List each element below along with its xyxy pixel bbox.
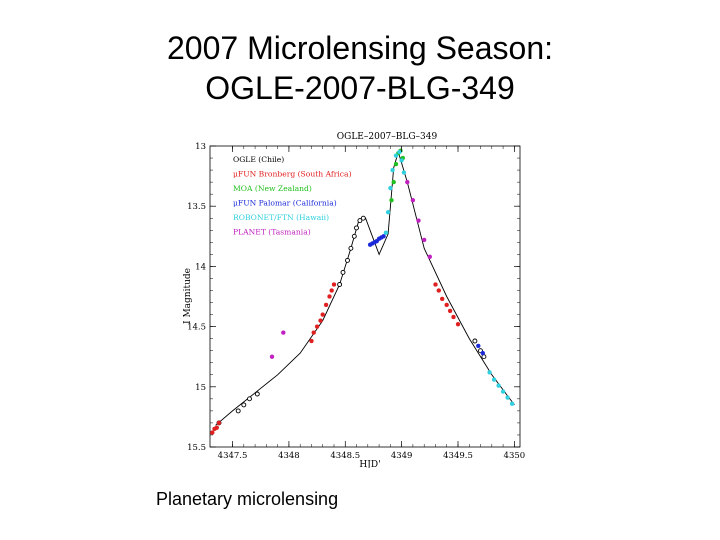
data-point [496,383,501,388]
data-point [405,179,410,185]
data-point [410,197,416,203]
series-ogle-chile- [216,215,487,426]
data-point [476,343,481,349]
x-tick-label: 4350 [504,451,526,461]
data-point [393,153,399,158]
x-tick-label: 4348.5 [330,451,360,461]
data-point [399,158,404,163]
data-point [314,324,320,329]
data-point [337,282,343,287]
legend-entry: ROBONET/FTN (Hawaii) [233,213,329,222]
data-point [451,314,456,320]
data-point [388,185,393,191]
series--fun-palomar-california- [367,234,485,356]
data-point [436,288,441,293]
legend-entry: PLANET (Tasmania) [233,228,311,237]
data-point [389,197,394,203]
data-point [345,257,350,263]
light-curve-chart: 4347.5 4348 4348.5 4349 4349.5 4350 13 13.5 14 14… [178,126,543,468]
data-point [254,391,260,397]
data-point [444,302,449,308]
data-point [235,408,241,414]
slide-title-line2: OGLE-2007-BLG-349 [205,70,515,106]
data-point [472,338,478,344]
series-planet-tasmania- [269,179,433,359]
chart-xlabel: HJD' [359,460,380,468]
data-point [210,430,215,435]
data-point [351,233,357,239]
data-point [241,402,247,408]
legend-entry: μFUN Palomar (California) [233,199,337,208]
legend-entry: OGLE (Chile) [233,155,284,164]
legend-entry: MOA (New Zealand) [233,184,312,193]
data-point [397,149,402,155]
data-point [360,215,366,221]
chart-title: OGLE–2007–BLG–349 [337,132,438,142]
x-tick-label: 4348 [278,451,300,461]
data-point [391,179,396,185]
series--fun-bronberg-south-africa- [210,282,461,435]
data-point [357,218,363,224]
data-point [487,370,492,375]
legend-entry: μFUN Bronberg (South Africa) [233,170,352,179]
data-point [320,312,325,317]
data-point [509,401,515,406]
x-tick-label: 4349 [391,451,413,461]
slide-title-line1: 2007 Microlensing Season: [166,30,553,66]
data-point [480,350,485,356]
data-point [216,420,222,426]
data-point [491,377,497,382]
y-tick-label: 15 [195,383,206,393]
model-curve [215,150,515,426]
data-point [309,338,314,344]
data-point [481,354,487,360]
data-point [331,282,337,287]
data-point [421,237,427,243]
data-point [505,395,510,400]
y-tick-label: 13 [195,142,206,152]
slide-title: 2007 Microlensing Season: OGLE-2007-BLG-… [0,28,720,108]
data-point [247,396,252,402]
y-tick-label: 13.5 [187,202,206,212]
data-point [390,167,395,173]
y-tick-label: 14.5 [187,323,206,333]
data-point [269,354,275,359]
x-tick-label: 4349.5 [443,451,473,461]
data-point [214,425,219,430]
y-tick-label: 14 [195,262,206,272]
data-point [311,330,316,335]
data-point [329,288,334,293]
data-point [327,294,332,299]
y-tick-label: 15.5 [187,443,206,453]
data-point [455,321,461,327]
data-point [281,330,286,335]
data-point [500,389,506,394]
data-point [447,308,453,314]
data-point [433,282,438,287]
data-point [381,234,386,239]
data-point [318,318,323,323]
plot-frame [209,145,521,448]
data-point [354,225,359,231]
series-robonet-ftn-hawaii- [383,149,515,406]
data-point [393,161,399,167]
data-point [340,269,346,275]
caption: Planetary microlensing [156,489,339,509]
data-point [323,302,329,308]
x-tick-label: 4347.5 [218,451,248,461]
data-point [416,218,421,223]
data-point [383,230,389,235]
chart-ylabel: I Magnitude [183,268,193,324]
data-point [348,245,354,251]
data-point [427,254,433,260]
data-point [440,296,445,302]
data-point [401,170,407,175]
data-point [385,209,391,215]
